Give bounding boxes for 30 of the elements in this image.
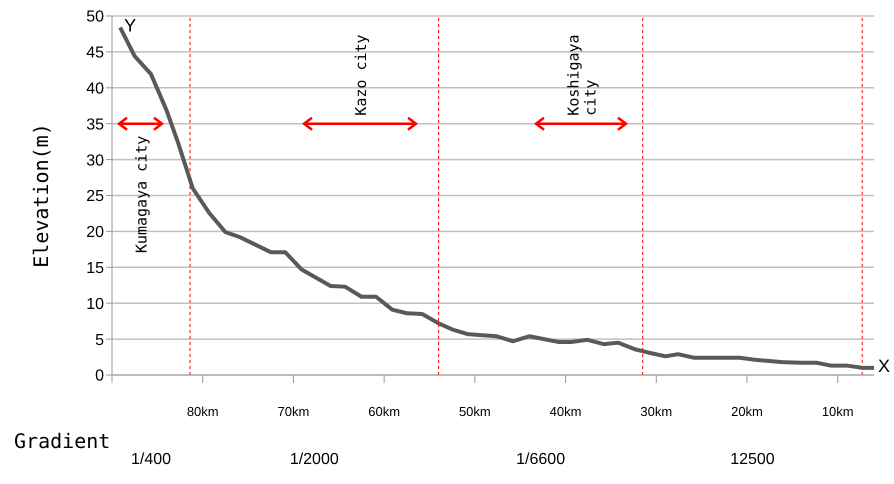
y-tick-label: 35 xyxy=(86,116,104,134)
annotation: Kazo city xyxy=(352,34,370,116)
y-tick-label: 5 xyxy=(95,332,104,349)
x-tick-label: 20km xyxy=(731,404,763,420)
y-tick-label: 45 xyxy=(86,44,104,62)
y-tick-label: 15 xyxy=(86,260,104,277)
text: 1/400 xyxy=(130,451,172,468)
text: 12500 xyxy=(730,451,775,468)
annotation: Koshigaya city xyxy=(564,34,600,116)
y-tick-label: 0 xyxy=(95,368,104,385)
text: 1/6600 xyxy=(516,451,566,468)
x-tick-label: 30km xyxy=(640,404,672,420)
x-tick-label: 60km xyxy=(368,404,400,420)
x-tick-label: 80km xyxy=(186,404,219,420)
y-tick-label: 30 xyxy=(86,152,104,170)
x-tick-label: 50km xyxy=(458,404,491,420)
x-tick-label: 70km xyxy=(278,404,310,420)
y-tick-label: 10 xyxy=(86,296,104,313)
y-axis-title: Elevation(m) xyxy=(29,123,53,268)
x-tick-label: 10km xyxy=(822,404,854,420)
x-tick-label: 40km xyxy=(550,404,582,420)
y-tick-label: 40 xyxy=(86,80,104,98)
y-tick-label: 50 xyxy=(86,8,104,26)
annotation: Y xyxy=(124,15,136,36)
text: Gradient xyxy=(14,429,110,453)
annotation: X xyxy=(878,356,890,376)
text: 1/2000 xyxy=(290,451,339,468)
annotation: Kumagaya city xyxy=(132,136,150,254)
y-tick-label: 20 xyxy=(86,224,104,242)
y-tick-label: 25 xyxy=(86,188,104,206)
